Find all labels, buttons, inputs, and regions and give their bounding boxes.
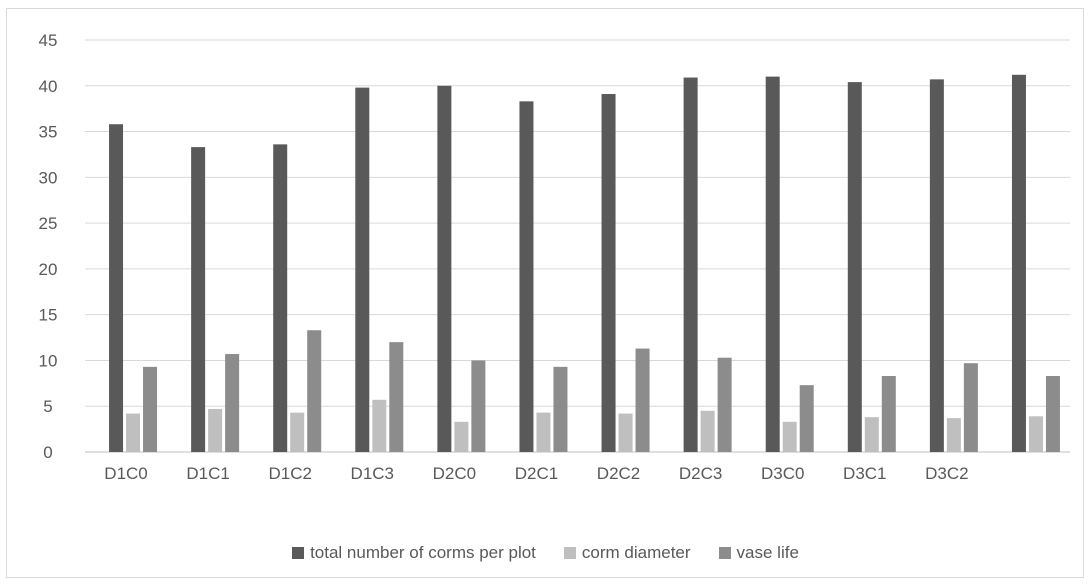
bar-corm-diameter	[618, 413, 633, 452]
bar-corm-diameter	[208, 408, 223, 452]
bar-vase-life	[471, 360, 486, 452]
bar-total-number-of-corms-per-plot	[191, 147, 206, 452]
y-tick-label: 40	[39, 77, 58, 96]
x-axis-tick-labels: D1C0 D1C1 D1C2 D1C3 D2C0 D2C1 D2C2 D2C3 D3C0 D3C1…	[104, 464, 968, 483]
legend-item: vase life	[718, 543, 799, 563]
legend-swatch	[292, 547, 305, 559]
legend-label: total number of corms per plot	[310, 543, 536, 562]
bar-total-number-of-corms-per-plot	[355, 87, 370, 452]
bar-vase-life	[1045, 376, 1060, 452]
bar-corm-diameter	[126, 413, 141, 452]
legend-item: total number of corms per plot	[292, 543, 536, 563]
x-tick-label: D3C0	[761, 464, 804, 483]
legend-label: vase life	[736, 543, 799, 562]
legend: total number of corms per plot corm diame…	[0, 543, 1091, 563]
bar-vase-life	[143, 366, 158, 452]
bar-corm-diameter	[536, 412, 551, 452]
bar-corm-diameter	[700, 410, 715, 452]
y-tick-label: 35	[39, 123, 58, 142]
bar-vase-life	[963, 363, 978, 452]
gridlines	[85, 39, 1070, 453]
bar-corm-diameter	[864, 417, 879, 452]
bar-total-number-of-corms-per-plot	[273, 144, 288, 452]
x-tick-label: D2C0	[433, 464, 476, 483]
x-tick-label: D3C2	[925, 464, 968, 483]
bar-vase-life	[635, 348, 650, 452]
bar-total-number-of-corms-per-plot	[519, 101, 534, 452]
bar-total-number-of-corms-per-plot	[109, 124, 124, 452]
bar-vase-life	[389, 342, 404, 452]
bar-total-number-of-corms-per-plot	[437, 85, 452, 453]
legend-swatch	[718, 547, 731, 559]
bar-total-number-of-corms-per-plot	[929, 79, 944, 452]
bar-corm-diameter	[1028, 416, 1043, 452]
bar-total-number-of-corms-per-plot	[765, 76, 780, 452]
legend-label: corm diameter	[581, 543, 691, 562]
y-axis-tick-labels: 0 5 10 15 20 25 30 35 40 45	[39, 31, 58, 462]
bar-vase-life	[881, 376, 896, 452]
bar-total-number-of-corms-per-plot	[683, 77, 698, 452]
x-tick-label: D3C1	[843, 464, 886, 483]
bar-vase-life	[307, 330, 322, 452]
y-tick-label: 25	[39, 214, 58, 233]
bar-corm-diameter	[290, 412, 305, 452]
x-tick-label: D2C1	[515, 464, 558, 483]
bars	[109, 74, 1060, 453]
y-tick-label: 5	[43, 397, 52, 416]
bar-corm-diameter	[454, 421, 469, 452]
bar-vase-life	[553, 366, 568, 452]
x-tick-label: D1C0	[104, 464, 147, 483]
bar-vase-life	[799, 385, 814, 452]
bar-total-number-of-corms-per-plot	[847, 82, 862, 453]
y-tick-label: 30	[39, 168, 58, 187]
bar-vase-life	[717, 357, 732, 452]
y-tick-label: 10	[39, 351, 58, 370]
legend-swatch	[563, 547, 576, 559]
bar-corm-diameter	[372, 399, 387, 452]
bar-total-number-of-corms-per-plot	[601, 94, 616, 453]
y-tick-label: 20	[39, 260, 58, 279]
x-tick-label: D1C3	[351, 464, 394, 483]
x-tick-label: D2C3	[679, 464, 722, 483]
y-tick-label: 15	[39, 306, 58, 325]
chart-frame	[6, 8, 1084, 578]
legend-item: corm diameter	[563, 543, 691, 563]
x-tick-label: D1C1	[186, 464, 229, 483]
x-tick-label: D2C2	[597, 464, 640, 483]
bar-vase-life	[225, 354, 240, 452]
y-tick-label: 45	[39, 31, 58, 50]
y-tick-label: 0	[43, 443, 52, 462]
bar-corm-diameter	[946, 418, 961, 452]
x-tick-label: D1C2	[268, 464, 311, 483]
bar-total-number-of-corms-per-plot	[1011, 74, 1026, 453]
bar-corm-diameter	[782, 421, 797, 452]
